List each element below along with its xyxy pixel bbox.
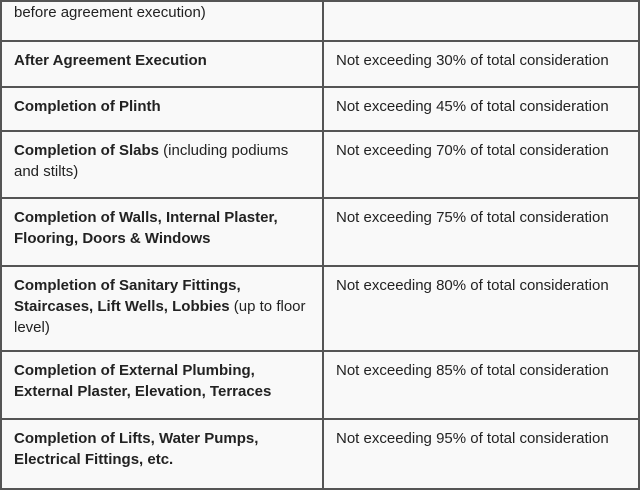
- milestone-note: (up to floor level): [14, 298, 306, 336]
- payment-limit-cell: Not exceeding 70% of total consideration: [322, 130, 640, 199]
- table-row: After Agreement Execution Not exceeding 3…: [0, 40, 640, 88]
- milestone-note: before agreement execution): [14, 4, 206, 21]
- table-row: Completion of Walls, Internal Plaster, F…: [0, 197, 640, 267]
- milestone-title: Completion of Walls, Internal Plaster, F…: [14, 209, 278, 247]
- milestone-cell: Completion of Plinth: [0, 86, 324, 132]
- table-row: Completion of Slabs (including podiums a…: [0, 130, 640, 199]
- milestone-cell: Completion of External Plumbing, Externa…: [0, 350, 324, 420]
- payment-limit-cell: Not exceeding 75% of total consideration: [322, 197, 640, 267]
- payment-limit-cell: Not exceeding 80% of total consideration: [322, 265, 640, 352]
- table-row: before agreement execution): [0, 0, 640, 42]
- milestone-cell: Completion of Walls, Internal Plaster, F…: [0, 197, 324, 267]
- milestone-title: Completion of Slabs: [14, 142, 160, 159]
- milestone-title: Completion of Plinth: [14, 98, 161, 115]
- payment-limit-cell: Not exceeding 85% of total consideration: [322, 350, 640, 420]
- table-row: Completion of Plinth Not exceeding 45% of…: [0, 86, 640, 132]
- milestone-cell: before agreement execution): [0, 0, 324, 42]
- table-row: Completion of External Plumbing, Externa…: [0, 350, 640, 420]
- table-row: Completion of Lifts, Water Pumps, Electr…: [0, 418, 640, 490]
- payment-limit-cell: Not exceeding 45% of total consideration: [322, 86, 640, 132]
- milestone-note: (including podiums and stilts): [14, 142, 289, 180]
- milestone-title: Completion of Lifts, Water Pumps, Electr…: [14, 430, 259, 468]
- milestone-cell: Completion of Lifts, Water Pumps, Electr…: [0, 418, 324, 490]
- payment-limit-cell: [322, 0, 640, 42]
- milestone-cell: After Agreement Execution: [0, 40, 324, 88]
- milestone-cell: Completion of Slabs (including podiums a…: [0, 130, 324, 199]
- milestone-title: After Agreement Execution: [14, 52, 207, 69]
- milestone-cell: Completion of Sanitary Fittings, Stairca…: [0, 265, 324, 352]
- table-row: Completion of Sanitary Fittings, Stairca…: [0, 265, 640, 352]
- payment-limit-cell: Not exceeding 95% of total consideration: [322, 418, 640, 490]
- milestone-title: Completion of Sanitary Fittings, Stairca…: [14, 277, 241, 315]
- milestone-title: Completion of External Plumbing, Externa…: [14, 362, 272, 400]
- payment-limit-cell: Not exceeding 30% of total consideration: [322, 40, 640, 88]
